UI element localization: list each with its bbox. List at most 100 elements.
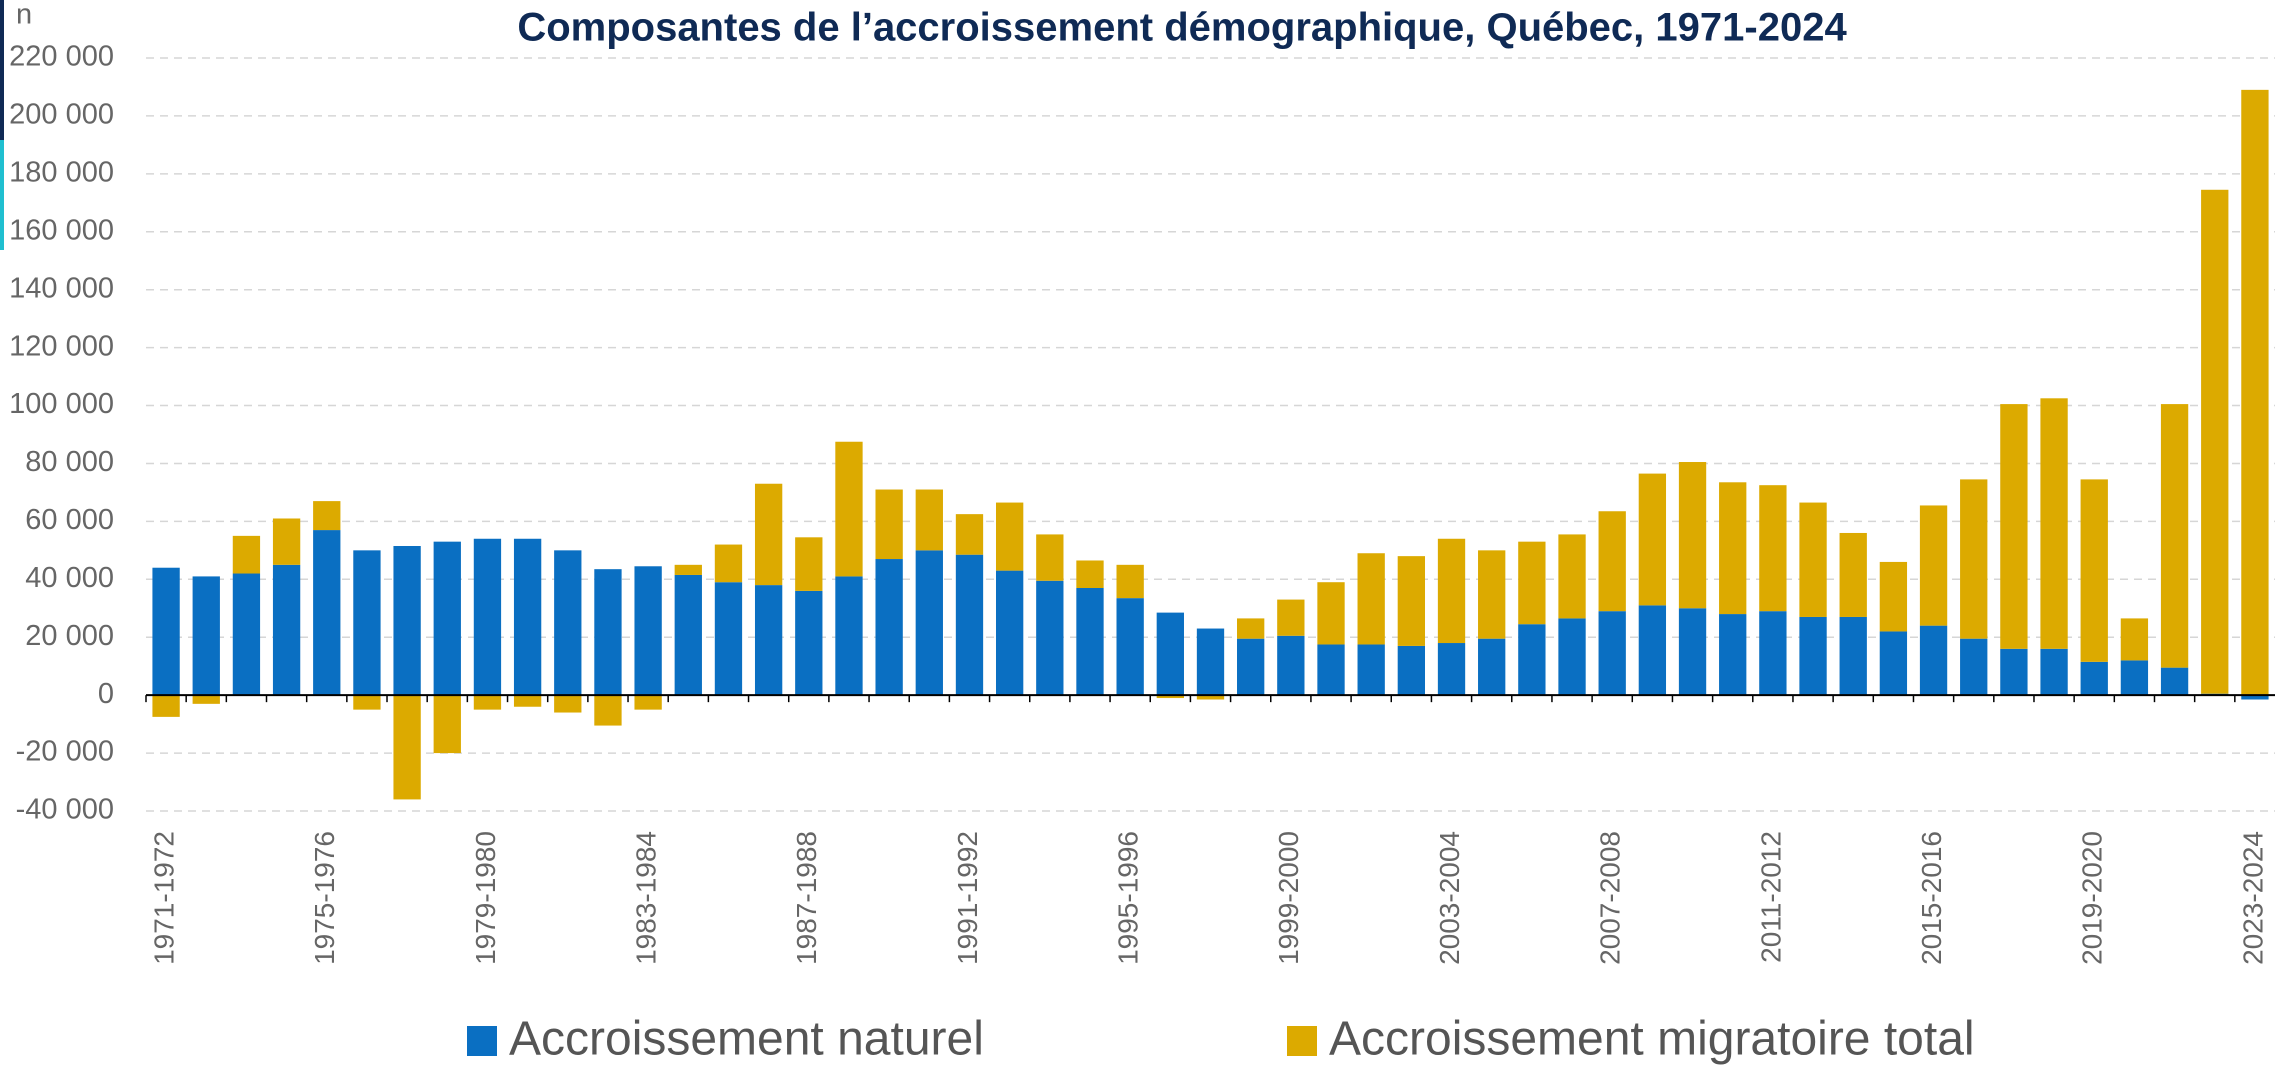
bar bbox=[995, 570, 1024, 696]
bar bbox=[955, 514, 984, 555]
bar bbox=[995, 502, 1024, 571]
bar bbox=[1638, 473, 1667, 606]
bar bbox=[674, 564, 702, 575]
x-tick-label: 2011-2012 bbox=[1755, 831, 1786, 963]
x-tick-label: 1983-1984 bbox=[631, 831, 662, 965]
bar bbox=[1237, 638, 1265, 696]
bar bbox=[1919, 505, 1948, 626]
y-tick-label: 100 000 bbox=[9, 388, 114, 420]
bar bbox=[2241, 89, 2269, 696]
bar bbox=[1678, 608, 1707, 696]
y-tick-label: 220 000 bbox=[9, 41, 114, 73]
bar bbox=[1960, 479, 1988, 639]
legend-swatch bbox=[1287, 1026, 1317, 1056]
bar bbox=[1036, 580, 1064, 696]
y-tick-label: 80 000 bbox=[25, 446, 114, 478]
chart-title: Composantes de l’accroissement démograph… bbox=[517, 6, 1847, 50]
x-tick-label: 1995-1996 bbox=[1113, 831, 1144, 965]
bar bbox=[353, 695, 381, 710]
bar bbox=[353, 550, 381, 696]
bar bbox=[1558, 618, 1586, 696]
x-tick-label: 2003-2004 bbox=[1434, 831, 1465, 965]
bar bbox=[955, 554, 984, 696]
y-tick-label: 120 000 bbox=[9, 330, 114, 362]
bar bbox=[1518, 624, 1546, 696]
bar bbox=[634, 566, 662, 696]
bar bbox=[1076, 560, 1104, 588]
bar bbox=[232, 535, 261, 574]
bar bbox=[2080, 661, 2108, 696]
x-tick-label: 2019-2020 bbox=[2077, 831, 2108, 965]
bar bbox=[2160, 404, 2189, 668]
bar bbox=[2241, 695, 2269, 700]
bar bbox=[2040, 398, 2068, 649]
bar bbox=[513, 695, 542, 707]
bar bbox=[795, 537, 823, 591]
bar bbox=[1799, 502, 1827, 617]
bar bbox=[915, 550, 943, 696]
bar bbox=[1678, 462, 1707, 609]
legend-swatch bbox=[467, 1026, 497, 1056]
bar bbox=[313, 530, 341, 696]
bar bbox=[1317, 644, 1345, 696]
bar bbox=[1558, 534, 1586, 619]
bar bbox=[2000, 648, 2028, 696]
bar bbox=[1598, 611, 1626, 696]
bar bbox=[1156, 695, 1184, 699]
y-tick-label: -20 000 bbox=[16, 736, 114, 768]
y-tick-label: 60 000 bbox=[25, 504, 114, 536]
bar bbox=[835, 576, 863, 696]
bar bbox=[192, 576, 220, 696]
bar bbox=[875, 559, 903, 696]
edge-strip bbox=[0, 0, 4, 140]
bar bbox=[915, 489, 943, 551]
bar bbox=[1478, 550, 1506, 639]
bar bbox=[152, 567, 180, 696]
bar bbox=[393, 546, 421, 696]
bar bbox=[433, 695, 461, 754]
bar bbox=[272, 564, 301, 696]
bar bbox=[313, 501, 341, 531]
x-tick-label: 1991-1992 bbox=[952, 831, 983, 965]
bar bbox=[1478, 638, 1506, 696]
bar bbox=[2040, 648, 2068, 696]
x-tick-label: 1975-1976 bbox=[309, 831, 340, 965]
bar bbox=[634, 695, 662, 710]
y-tick-label: 0 bbox=[98, 678, 114, 710]
bar bbox=[1237, 618, 1265, 639]
bar bbox=[1196, 695, 1225, 700]
bar bbox=[1598, 511, 1626, 612]
y-tick-label: 40 000 bbox=[25, 562, 114, 594]
bar bbox=[152, 695, 180, 717]
bar bbox=[1156, 612, 1184, 696]
bar bbox=[513, 538, 542, 696]
bar bbox=[1116, 598, 1144, 696]
bar bbox=[1759, 485, 1787, 612]
y-tick-label: 200 000 bbox=[9, 99, 114, 131]
x-tick-label: 2023-2024 bbox=[2237, 831, 2268, 965]
bar bbox=[594, 695, 622, 726]
bar bbox=[714, 544, 743, 583]
bar bbox=[754, 483, 783, 586]
bar bbox=[1638, 605, 1667, 696]
bar bbox=[1437, 538, 1466, 644]
y-tick-label: -40 000 bbox=[16, 794, 114, 826]
bar bbox=[554, 550, 582, 696]
bar bbox=[1759, 611, 1787, 696]
x-tick-label: 1979-1980 bbox=[470, 831, 501, 965]
legend-label: Accroissement naturel bbox=[509, 1013, 984, 1066]
bar bbox=[473, 538, 502, 696]
bar bbox=[1196, 628, 1225, 696]
bar bbox=[714, 582, 743, 696]
bar bbox=[1397, 645, 1426, 696]
bar bbox=[1719, 482, 1747, 615]
bar bbox=[192, 695, 220, 704]
bar bbox=[1839, 532, 1867, 617]
bar bbox=[1076, 587, 1104, 696]
bar bbox=[393, 695, 421, 800]
bar bbox=[1277, 599, 1305, 636]
y-tick-label: 140 000 bbox=[9, 272, 114, 304]
y-axis-label: n bbox=[16, 0, 32, 31]
bar bbox=[232, 573, 261, 696]
